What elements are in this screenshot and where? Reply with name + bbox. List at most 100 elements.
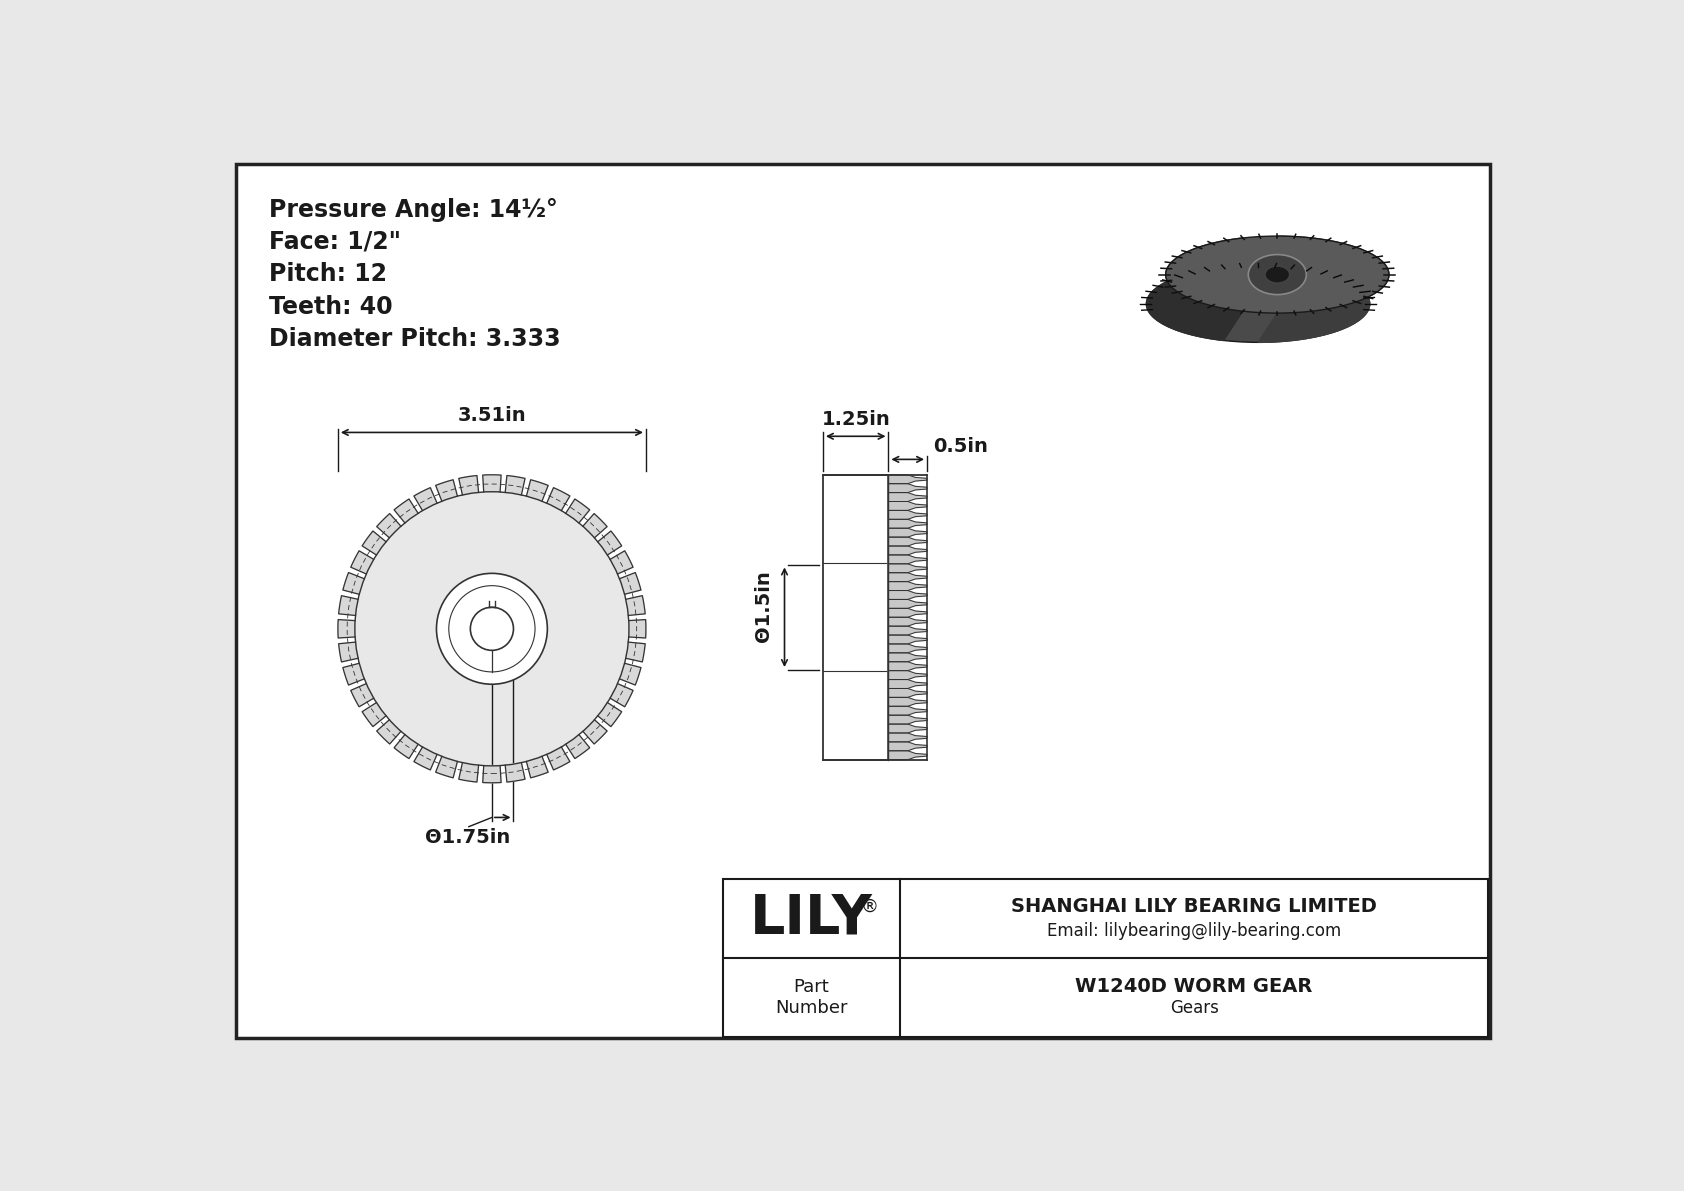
Polygon shape (414, 487, 438, 511)
Polygon shape (566, 735, 589, 759)
Polygon shape (610, 684, 633, 706)
Polygon shape (889, 581, 926, 591)
Text: W1240D WORM GEAR: W1240D WORM GEAR (1076, 978, 1314, 997)
Polygon shape (889, 475, 926, 484)
Ellipse shape (1265, 266, 1290, 283)
Polygon shape (889, 662, 926, 671)
Polygon shape (889, 742, 926, 750)
Text: Diameter Pitch: 3.333: Diameter Pitch: 3.333 (269, 328, 561, 351)
Text: Θ1.75in: Θ1.75in (424, 828, 510, 847)
Polygon shape (338, 642, 359, 662)
Polygon shape (527, 480, 549, 501)
Circle shape (470, 607, 514, 650)
Circle shape (436, 573, 547, 685)
Polygon shape (483, 766, 502, 782)
Polygon shape (338, 619, 355, 638)
Polygon shape (377, 719, 401, 744)
Polygon shape (583, 719, 608, 744)
Polygon shape (889, 519, 926, 529)
Polygon shape (610, 550, 633, 574)
Text: Email: lilybearing@lily-bearing.com: Email: lilybearing@lily-bearing.com (1047, 922, 1340, 940)
Ellipse shape (1248, 255, 1307, 294)
Bar (823, 475, 889, 760)
Text: Θ1.5in: Θ1.5in (754, 569, 773, 642)
Polygon shape (889, 644, 926, 653)
Polygon shape (889, 635, 926, 644)
Polygon shape (889, 493, 926, 501)
Polygon shape (889, 617, 926, 626)
Text: LILY: LILY (749, 892, 872, 946)
Polygon shape (889, 529, 926, 537)
Polygon shape (436, 480, 458, 501)
Polygon shape (889, 599, 926, 609)
Polygon shape (620, 663, 642, 685)
Polygon shape (889, 563, 926, 573)
Polygon shape (547, 487, 569, 511)
Text: Pitch: 12: Pitch: 12 (269, 262, 387, 286)
Polygon shape (889, 750, 926, 760)
Polygon shape (889, 511, 926, 519)
Polygon shape (889, 680, 926, 688)
Text: Pressure Angle: 14½°: Pressure Angle: 14½° (269, 198, 557, 222)
Polygon shape (889, 609, 926, 617)
Polygon shape (350, 684, 374, 706)
Polygon shape (362, 703, 386, 727)
Polygon shape (626, 642, 645, 662)
Text: Teeth: 40: Teeth: 40 (269, 294, 392, 319)
Polygon shape (598, 703, 621, 727)
Polygon shape (889, 484, 926, 493)
Polygon shape (505, 762, 525, 782)
Polygon shape (344, 663, 364, 685)
Polygon shape (483, 475, 502, 492)
Polygon shape (505, 475, 525, 495)
Text: Part
Number: Part Number (775, 978, 847, 1017)
Polygon shape (566, 499, 589, 523)
Polygon shape (889, 537, 926, 545)
Text: SHANGHAI LILY BEARING LIMITED: SHANGHAI LILY BEARING LIMITED (1010, 897, 1378, 916)
Polygon shape (527, 756, 549, 778)
Polygon shape (1147, 238, 1243, 341)
Polygon shape (458, 475, 478, 495)
Bar (722, 879, 1489, 1037)
Polygon shape (350, 550, 374, 574)
Ellipse shape (1165, 236, 1389, 313)
Polygon shape (1258, 236, 1389, 342)
Polygon shape (889, 555, 926, 563)
Polygon shape (338, 596, 359, 616)
Polygon shape (889, 591, 926, 599)
Polygon shape (377, 513, 401, 538)
Polygon shape (414, 747, 438, 769)
Polygon shape (394, 735, 418, 759)
Polygon shape (889, 715, 926, 724)
Polygon shape (598, 531, 621, 555)
Polygon shape (889, 724, 926, 732)
Polygon shape (889, 626, 926, 635)
Text: ®: ® (861, 897, 879, 916)
Polygon shape (620, 573, 642, 594)
Polygon shape (547, 747, 569, 769)
Polygon shape (628, 619, 647, 638)
Polygon shape (889, 501, 926, 511)
Polygon shape (458, 762, 478, 782)
Polygon shape (362, 531, 386, 555)
Text: 0.5in: 0.5in (933, 437, 989, 455)
Text: Gears: Gears (1170, 999, 1219, 1017)
Ellipse shape (1147, 266, 1369, 342)
Polygon shape (626, 596, 645, 616)
Polygon shape (889, 671, 926, 680)
Polygon shape (889, 688, 926, 698)
Polygon shape (889, 706, 926, 715)
Polygon shape (889, 573, 926, 581)
Polygon shape (344, 573, 364, 594)
Polygon shape (583, 513, 608, 538)
Polygon shape (889, 698, 926, 706)
Polygon shape (394, 499, 418, 523)
Polygon shape (436, 756, 458, 778)
Text: Face: 1/2": Face: 1/2" (269, 230, 401, 254)
Text: 1.25in: 1.25in (822, 410, 891, 429)
Circle shape (355, 492, 628, 766)
Polygon shape (889, 732, 926, 742)
Polygon shape (889, 653, 926, 662)
Polygon shape (889, 545, 926, 555)
Text: 3.51in: 3.51in (458, 406, 525, 425)
